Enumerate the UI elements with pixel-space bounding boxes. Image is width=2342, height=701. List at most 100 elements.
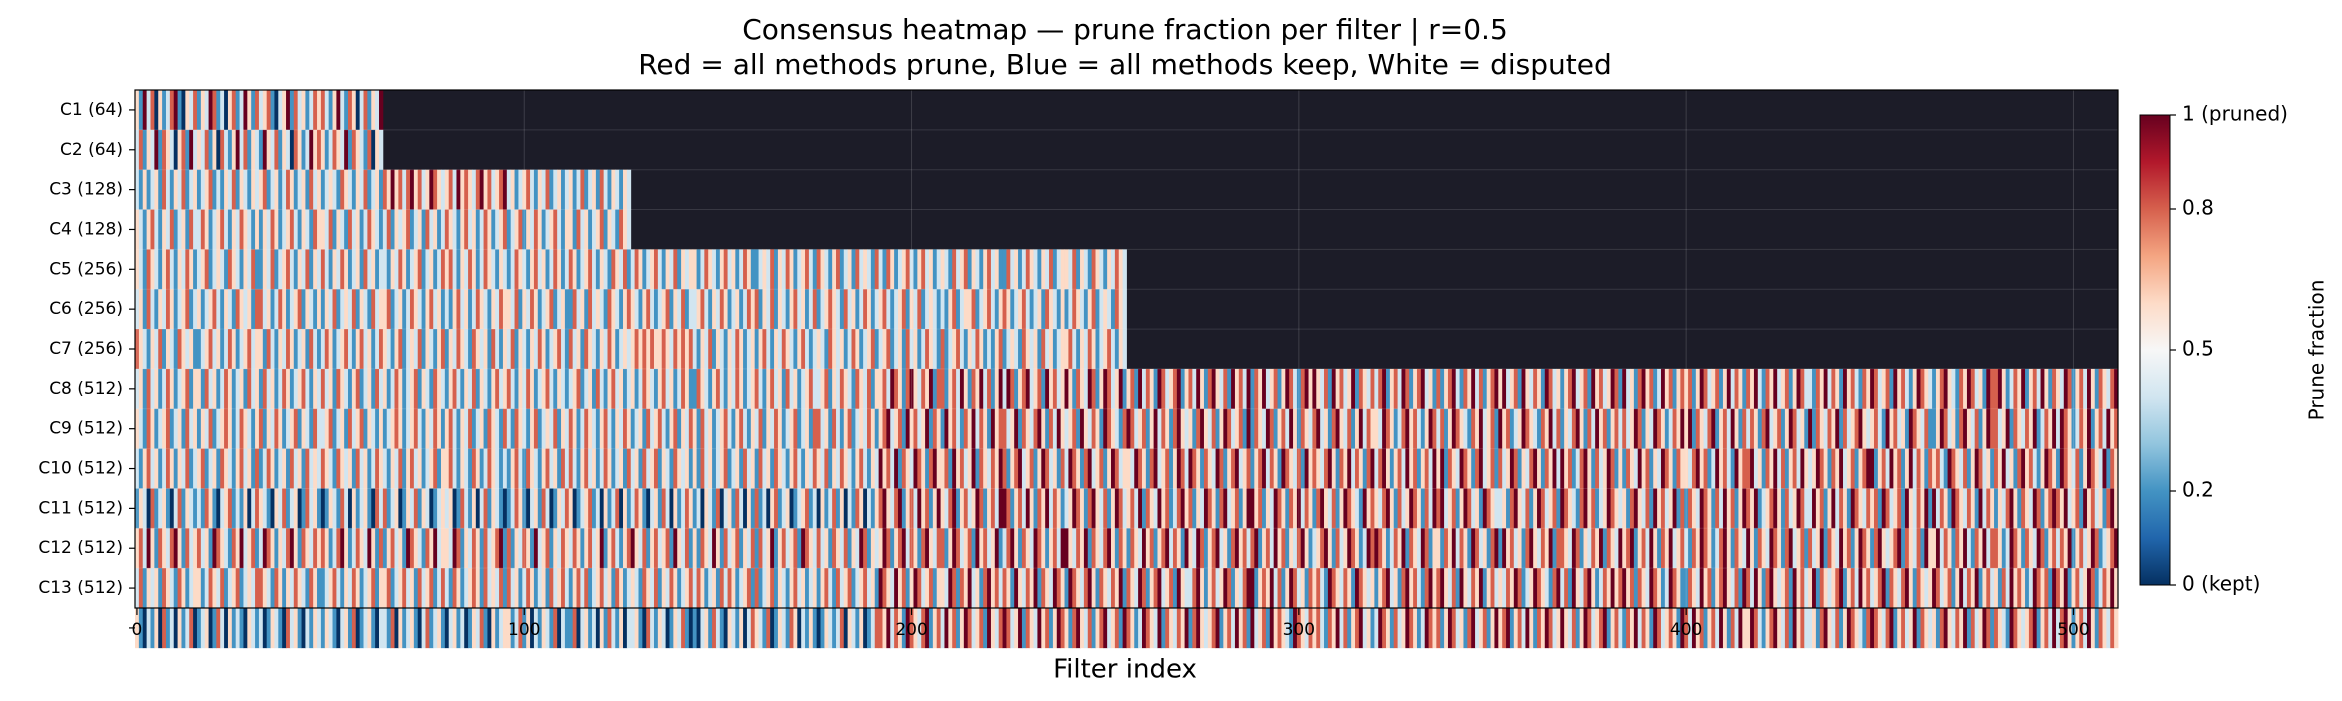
heatmap-cell [1618, 408, 1623, 449]
heatmap-cell [278, 528, 283, 569]
heatmap-cell [2087, 568, 2092, 609]
colorbar-label: Prune fraction [2305, 280, 2329, 421]
heatmap-cell [1401, 608, 1406, 649]
heatmap-cell [1777, 408, 1782, 449]
heatmap-cell [897, 249, 903, 290]
heatmap-cell [1506, 368, 1511, 410]
heatmap-cell [491, 568, 496, 609]
heatmap-cell [824, 408, 829, 449]
heatmap-cell [1370, 408, 1375, 449]
heatmap-cell [754, 368, 759, 410]
heatmap-cell [243, 408, 248, 449]
heatmap-cell [375, 368, 380, 410]
heatmap-cell [824, 568, 829, 609]
heatmap-cell [479, 568, 484, 609]
heatmap-cell [878, 528, 883, 569]
heatmap-cell [1339, 528, 1344, 569]
heatmap-cell [1916, 368, 1921, 410]
heatmap-cell [805, 528, 810, 569]
heatmap-cell [1587, 368, 1592, 410]
heatmap-cell [1447, 448, 1453, 489]
heatmap-cell [379, 608, 384, 649]
heatmap-cell [286, 608, 291, 649]
heatmap-cell [797, 329, 802, 370]
heatmap-cell [719, 528, 725, 569]
heatmap-cell [1722, 568, 1728, 609]
heatmap-cell [1126, 608, 1131, 649]
heatmap-cell [475, 448, 481, 489]
heatmap-cell [1161, 408, 1166, 449]
heatmap-cell [623, 368, 628, 410]
heatmap-cell [588, 528, 593, 569]
heatmap-cell [932, 568, 938, 609]
heatmap-cell [371, 448, 376, 489]
heatmap-cell [901, 408, 907, 449]
heatmap-cell [487, 209, 492, 250]
heatmap-cell [1064, 488, 1069, 529]
heatmap-cell [1657, 368, 1662, 410]
heatmap-cell [1978, 408, 1983, 449]
heatmap-cell [491, 528, 496, 569]
heatmap-cell [1684, 408, 1689, 449]
heatmap-cell [162, 209, 167, 250]
heatmap-cell [425, 209, 430, 250]
heatmap-cell [1428, 488, 1433, 529]
heatmap-cell [220, 448, 225, 489]
heatmap-cell [1107, 329, 1112, 370]
heatmap-cell [1800, 568, 1805, 609]
heatmap-cell [894, 568, 899, 609]
heatmap-cell [1680, 528, 1685, 569]
heatmap-cell [789, 568, 794, 609]
heatmap-cell [704, 289, 709, 330]
heatmap-cell [348, 528, 353, 569]
heatmap-cell [1482, 568, 1488, 609]
heatmap-cell [135, 129, 140, 170]
heatmap-cell [886, 368, 891, 410]
heatmap-cell [851, 608, 856, 649]
heatmap-cell [1335, 448, 1340, 489]
heatmap-cell [1172, 368, 1178, 410]
heatmap-cell [681, 249, 686, 290]
heatmap-cell [293, 90, 299, 131]
heatmap-cell [1970, 608, 1976, 649]
heatmap-cell [390, 568, 395, 609]
heatmap-cell [2083, 528, 2088, 569]
heatmap-cell [1599, 488, 1604, 529]
heatmap-cell [270, 528, 275, 569]
heatmap-cell [1599, 448, 1604, 489]
heatmap-cell [1320, 368, 1325, 410]
heatmap-cell [1498, 608, 1503, 649]
heatmap-cell [1866, 448, 1871, 489]
heatmap-cell [386, 329, 392, 370]
heatmap-cell [1552, 528, 1557, 569]
heatmap-cell [448, 329, 453, 370]
heatmap-cell [785, 249, 790, 290]
heatmap-cell [928, 329, 934, 370]
heatmap-cell [1939, 608, 1945, 649]
heatmap-cell [231, 448, 237, 489]
heatmap-cell [681, 568, 686, 609]
heatmap-cell [959, 488, 965, 529]
heatmap-cell [425, 528, 430, 569]
heatmap-cell [553, 448, 558, 489]
heatmap-cell [1730, 448, 1735, 489]
heatmap-cell [297, 209, 302, 250]
heatmap-cell [251, 169, 256, 210]
heatmap-cell [1304, 528, 1309, 569]
heatmap-cell [158, 528, 163, 569]
heatmap-cell [1866, 408, 1871, 449]
heatmap-cell [1622, 488, 1627, 529]
heatmap-cell [1579, 608, 1584, 649]
heatmap-cell [328, 209, 333, 250]
heatmap-cell [1951, 488, 1956, 529]
heatmap-cell [1289, 568, 1294, 609]
heatmap-cell [518, 249, 523, 290]
heatmap-cell [1924, 488, 1929, 529]
heatmap-cell [518, 568, 523, 609]
heatmap-cell [599, 568, 605, 609]
heatmap-cell [1459, 608, 1464, 649]
heatmap-cell [634, 408, 639, 449]
heatmap-cell [719, 568, 725, 609]
heatmap-cell [1308, 448, 1313, 489]
heatmap-cell [2021, 368, 2026, 410]
